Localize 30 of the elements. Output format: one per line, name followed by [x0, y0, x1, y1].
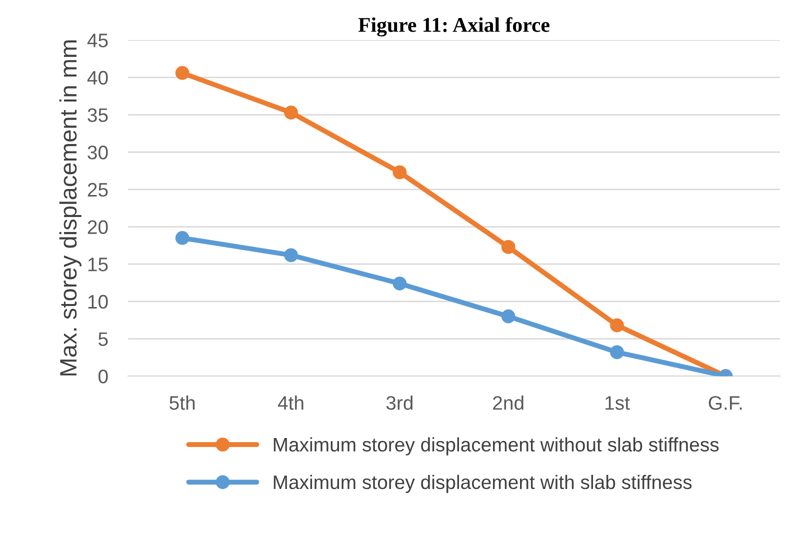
y-tick-label: 35 [88, 108, 108, 122]
legend-label: Maximum storey displacement with slab stiffness [274, 474, 692, 493]
x-tick-label: 4th [278, 396, 304, 410]
x-tick-label: 3rd [386, 396, 412, 410]
point [175, 231, 190, 245]
y-tick-label: 30 [88, 146, 108, 160]
y-tick-label: 5 [98, 332, 108, 346]
y-tick-label: 10 [88, 294, 108, 309]
y-tick-label: 20 [88, 220, 108, 234]
x-tick-label: 2nd [493, 396, 524, 410]
legend-label: Maximum storey displacement without slab stiffness [274, 437, 719, 456]
x-tick-label: 5th [170, 396, 195, 410]
y-axis-title: Max. storey displacement in mm [59, 40, 82, 376]
point [175, 66, 190, 80]
x-tick-label: G.F. [708, 396, 742, 410]
y-tick-label: 25 [88, 182, 108, 197]
point [501, 240, 516, 254]
point [610, 345, 624, 360]
point [501, 309, 516, 324]
y-tick-label: 0 [98, 370, 108, 384]
point [284, 106, 298, 120]
point [392, 165, 407, 180]
point [392, 276, 407, 290]
chart-title: Figure 11: Axial force [358, 17, 550, 36]
point [610, 318, 624, 332]
y-tick-label: 40 [87, 70, 108, 85]
x-tick-label: 1st [606, 396, 630, 410]
y-tick-label: 45 [87, 34, 108, 48]
y-tick-label: 15 [88, 258, 108, 272]
point [284, 248, 298, 262]
